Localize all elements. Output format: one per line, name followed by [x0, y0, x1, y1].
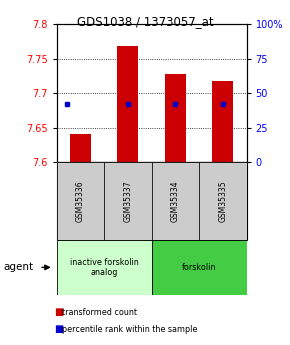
- Text: ■: ■: [54, 325, 63, 334]
- Text: GSM35337: GSM35337: [123, 180, 132, 222]
- FancyBboxPatch shape: [151, 240, 246, 295]
- FancyBboxPatch shape: [57, 162, 104, 240]
- FancyBboxPatch shape: [199, 162, 246, 240]
- Text: transformed count: transformed count: [62, 308, 137, 317]
- FancyBboxPatch shape: [104, 162, 151, 240]
- Text: inactive forskolin
analog: inactive forskolin analog: [70, 258, 138, 277]
- Text: GDS1038 / 1373057_at: GDS1038 / 1373057_at: [77, 16, 213, 29]
- Bar: [165, 74, 186, 162]
- Text: forskolin: forskolin: [182, 263, 216, 272]
- Bar: [212, 81, 233, 162]
- FancyBboxPatch shape: [57, 240, 151, 295]
- Text: GSM35334: GSM35334: [171, 180, 180, 222]
- Text: percentile rank within the sample: percentile rank within the sample: [62, 325, 198, 334]
- Text: GSM35336: GSM35336: [76, 180, 85, 222]
- FancyBboxPatch shape: [151, 162, 199, 240]
- Text: GSM35335: GSM35335: [218, 180, 227, 222]
- Text: agent: agent: [3, 263, 33, 272]
- Bar: [70, 134, 91, 162]
- Bar: [117, 46, 138, 162]
- Text: ■: ■: [54, 307, 63, 317]
